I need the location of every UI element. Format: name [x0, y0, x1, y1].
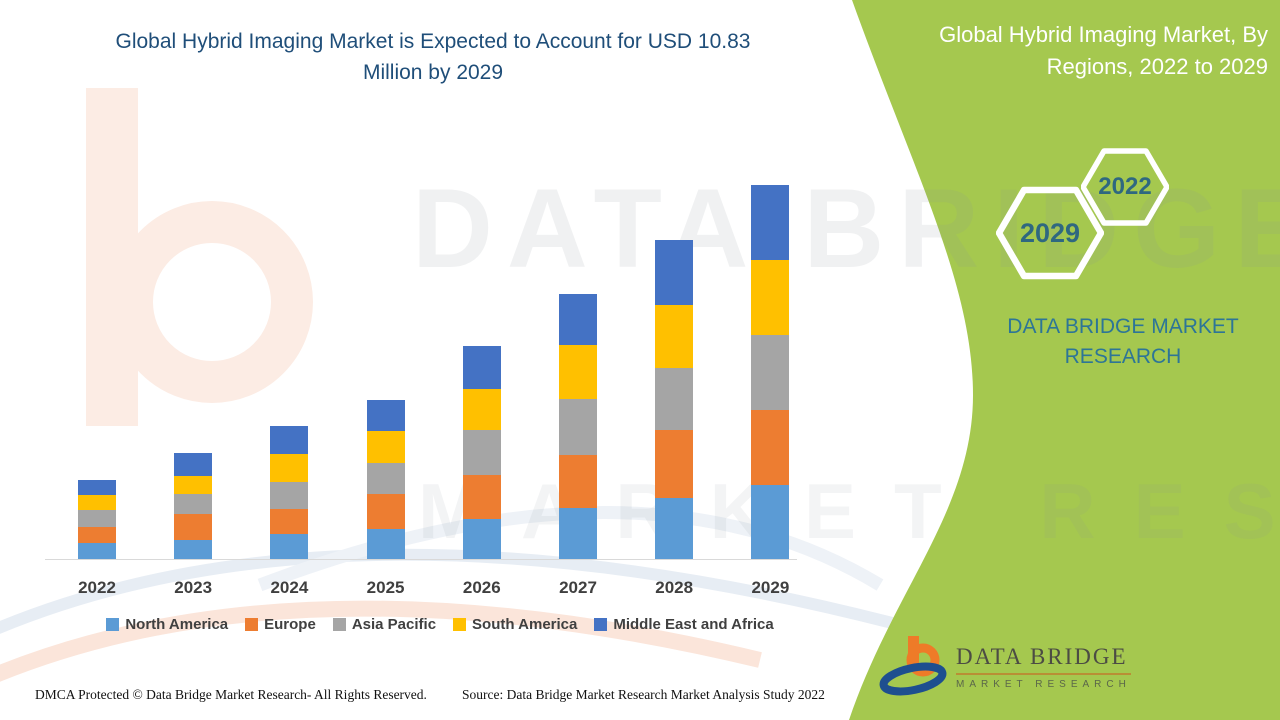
bar-segment-asia-pacific-2023 — [174, 493, 213, 514]
bar-segment-middle-east-and-africa-2029 — [751, 185, 790, 260]
legend-item-north-america: North America — [106, 616, 228, 633]
bar-segment-europe-2027 — [559, 455, 597, 509]
footer-dmca-text: DMCA Protected © Data Bridge Market Rese… — [35, 687, 427, 702]
bar-segment-north-america-2026 — [462, 519, 501, 560]
x-axis-label-2023: 2023 — [174, 578, 213, 597]
hexagon-outline-icon — [995, 186, 1105, 280]
logo-tagline: MARKET RESEARCH — [956, 679, 1131, 690]
legend-label: Asia Pacific — [351, 616, 437, 633]
bar-segment-middle-east-and-africa-2025 — [366, 399, 405, 431]
bar-segment-middle-east-and-africa-2023 — [174, 453, 213, 476]
bar-segment-middle-east-and-africa-2028 — [655, 240, 694, 306]
x-axis-label-2025: 2025 — [366, 578, 405, 597]
bar-segment-south-america-2029 — [751, 259, 790, 335]
legend-item-south-america: South America — [453, 616, 577, 633]
legend-item-europe: Europe — [245, 616, 316, 633]
legend-label: Middle East and Africa — [613, 616, 774, 633]
legend-swatch-icon — [453, 618, 467, 631]
legend-swatch-icon — [594, 618, 608, 631]
bar-segment-north-america-2023 — [174, 539, 213, 560]
logo-name: DATA BRIDGE — [956, 644, 1131, 675]
hexagon-outline-icon — [1080, 148, 1170, 226]
bar-segment-south-america-2023 — [174, 475, 213, 494]
chart-legend: North America Europe Asia Pacific South Ame… — [40, 616, 840, 633]
bar-segment-south-america-2028 — [655, 305, 694, 369]
bar-segment-south-america-2026 — [462, 389, 501, 431]
x-axis-label-2027: 2027 — [559, 578, 597, 597]
bar-segment-south-america-2022 — [78, 495, 116, 511]
bar-segment-asia-pacific-2028 — [655, 368, 694, 431]
footer-source-text: Source: Data Bridge Market Research Mark… — [462, 687, 825, 702]
chart-title: Global Hybrid Imaging Market is Expected… — [115, 30, 751, 84]
bar-segment-asia-pacific-2027 — [559, 399, 597, 456]
bar-segment-north-america-2024 — [270, 534, 309, 560]
bar-segment-north-america-2028 — [655, 498, 694, 560]
legend-item-asia-pacific: Asia Pacific — [332, 616, 437, 633]
legend-label: North America — [125, 616, 229, 633]
legend-swatch-icon — [106, 618, 120, 631]
bar-segment-europe-2023 — [174, 513, 213, 540]
bar-segment-asia-pacific-2025 — [366, 462, 405, 494]
bar-segment-middle-east-and-africa-2024 — [270, 426, 309, 454]
x-axis-label-2028: 2028 — [655, 578, 694, 597]
bar-segment-asia-pacific-2029 — [751, 334, 790, 410]
legend-swatch-icon — [245, 618, 259, 631]
bar-segment-europe-2029 — [751, 409, 790, 485]
bar-segment-middle-east-and-africa-2027 — [559, 294, 597, 345]
bar-segment-europe-2024 — [270, 509, 309, 534]
bar-segment-north-america-2029 — [751, 484, 790, 560]
bar-segment-north-america-2022 — [78, 543, 116, 560]
bar-segment-europe-2028 — [655, 430, 694, 499]
legend-item-middle-east-and-africa: Middle East and Africa — [594, 616, 774, 633]
bar-segment-south-america-2024 — [270, 454, 309, 482]
bar-segment-north-america-2027 — [559, 508, 597, 560]
bar-segment-europe-2026 — [462, 475, 501, 520]
bar-segment-europe-2025 — [366, 493, 405, 529]
side-panel-title: Global Hybrid Imaging Market, By Regions… — [939, 22, 1268, 79]
x-axis-label-2022: 2022 — [78, 578, 116, 597]
brand-text: DATA BRIDGE MARKET RESEARCH — [1007, 315, 1239, 368]
bar-segment-north-america-2025 — [366, 528, 405, 560]
bar-segment-middle-east-and-africa-2022 — [78, 480, 116, 496]
x-axis-label-2026: 2026 — [462, 578, 501, 597]
hexagon-2022: 2022 — [1080, 148, 1170, 226]
bar-segment-europe-2022 — [78, 527, 116, 543]
data-bridge-logo: DATA BRIDGE MARKET RESEARCH — [878, 634, 1131, 698]
bar-segment-asia-pacific-2022 — [78, 510, 116, 528]
legend-label: South America — [472, 616, 578, 633]
x-axis-line — [45, 559, 797, 560]
bar-segment-asia-pacific-2024 — [270, 482, 309, 510]
data-bridge-logo-icon — [879, 636, 947, 696]
x-axis-label-2024: 2024 — [270, 578, 309, 597]
legend-swatch-icon — [332, 618, 346, 631]
legend-label: Europe — [264, 616, 316, 633]
x-axis-label-2029: 2029 — [751, 578, 790, 597]
hexagon-2029: 2029 — [995, 186, 1105, 280]
bar-segment-asia-pacific-2026 — [462, 430, 501, 476]
side-panel-shape — [849, 0, 1280, 720]
hexagon-2022-label: 2022 — [1098, 173, 1152, 200]
bar-segment-middle-east-and-africa-2026 — [462, 346, 501, 390]
bar-segment-south-america-2027 — [559, 345, 597, 399]
bar-segment-south-america-2025 — [366, 430, 405, 463]
hexagon-2029-label: 2029 — [1019, 217, 1081, 248]
